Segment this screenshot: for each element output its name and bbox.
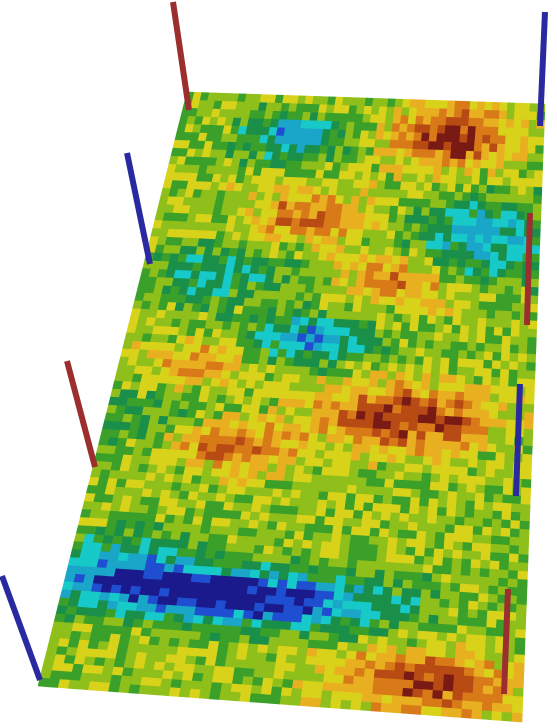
- well-markers: [0, 1, 548, 695]
- injector-well-marker: [0, 574, 43, 682]
- producer-well-marker: [170, 1, 192, 111]
- producer-well-marker: [524, 212, 533, 326]
- property-surface: [37, 91, 546, 723]
- producer-well-marker: [501, 588, 511, 695]
- injector-well-marker: [124, 152, 153, 265]
- injector-well-marker: [513, 383, 523, 497]
- producer-well-marker: [64, 360, 98, 468]
- injector-well-marker: [537, 11, 548, 127]
